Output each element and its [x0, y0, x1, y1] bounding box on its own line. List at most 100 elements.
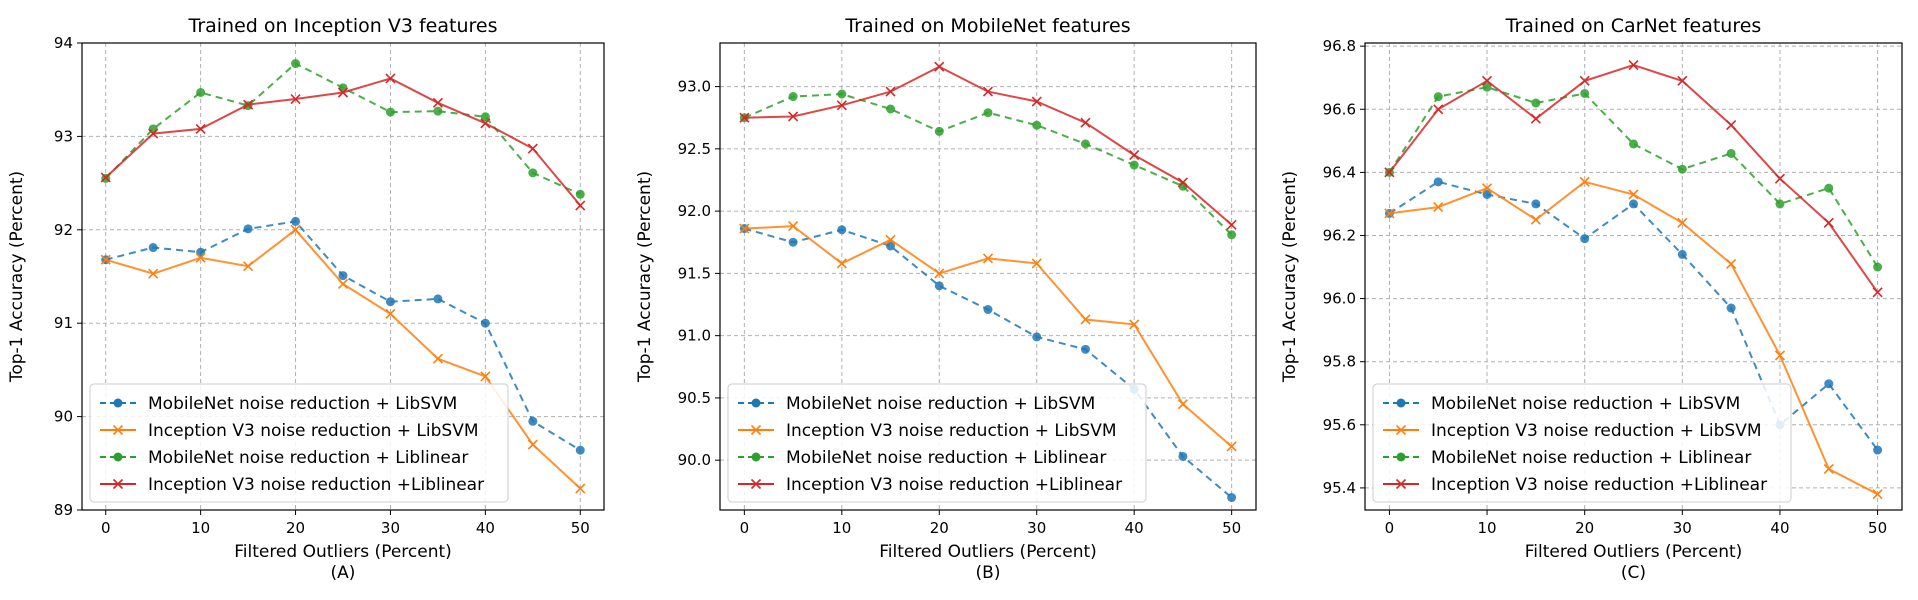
data-point	[885, 86, 896, 97]
data-point	[1177, 177, 1188, 188]
x-tick-label: 0	[1385, 519, 1395, 537]
data-point	[243, 261, 254, 272]
data-point	[788, 220, 799, 232]
y-tick-label: 95.6	[1323, 416, 1356, 434]
legend-label: Inception V3 noise reduction + LibSVM	[786, 421, 1117, 441]
data-point	[1433, 92, 1443, 102]
legend-label: Inception V3 noise reduction +Liblinear	[786, 475, 1122, 495]
x-tick-label: 0	[101, 519, 111, 537]
data-point	[1129, 319, 1140, 330]
y-tick-label: 95.4	[1323, 479, 1356, 497]
chart-panel-0: 0 10 20 30 40 50 89 90 91 92 93 94 Trained on Incept…	[7, 15, 605, 583]
legend-marker	[751, 452, 761, 462]
data-point	[1580, 234, 1590, 244]
data-point	[528, 168, 538, 178]
y-tick-label: 91.0	[678, 327, 711, 345]
y-axis-label: Top-1 Accuracy (Percent)	[7, 171, 27, 383]
x-tick-label: 10	[191, 519, 210, 537]
legend-label: Inception V3 noise reduction + LibSVM	[1431, 421, 1762, 441]
data-point	[1129, 150, 1140, 161]
data-point	[1775, 199, 1785, 209]
data-point	[527, 143, 538, 154]
data-point	[739, 223, 750, 234]
data-point	[480, 371, 491, 382]
data-point	[148, 268, 159, 279]
x-tick-label: 40	[1770, 519, 1789, 537]
y-tick-label: 96.6	[1323, 100, 1356, 118]
legend-marker	[1395, 478, 1407, 490]
data-point	[934, 281, 944, 291]
data-point	[1177, 399, 1188, 410]
data-point	[385, 107, 395, 117]
data-point	[385, 73, 396, 84]
data-point	[528, 416, 538, 426]
y-tick-label: 89	[54, 501, 73, 519]
data-point	[1080, 344, 1090, 354]
data-point	[575, 483, 586, 494]
plot-frame	[719, 42, 1257, 511]
data-point	[433, 106, 443, 116]
panel-sublabel: (A)	[331, 563, 356, 583]
y-tick-label: 92.0	[678, 202, 711, 220]
data-point	[1677, 164, 1687, 174]
legend-label: MobileNet noise reduction + Liblinear	[1431, 448, 1751, 468]
y-tick-label: 92	[54, 221, 73, 239]
data-point	[196, 88, 206, 98]
data-point	[1726, 119, 1737, 131]
panel-sublabel: (C)	[1621, 563, 1646, 583]
legend: MobileNet noise reduction + LibSVM Incept…	[1372, 383, 1792, 503]
data-point	[337, 278, 349, 290]
legend-marker	[1396, 398, 1406, 408]
y-tick-label: 91.5	[678, 264, 711, 282]
data-point	[1726, 148, 1736, 158]
data-point	[575, 189, 585, 199]
data-point	[337, 87, 349, 98]
legend-marker	[112, 478, 124, 490]
data-point	[1129, 160, 1139, 170]
data-point	[148, 124, 158, 134]
plot-frame	[81, 42, 605, 511]
legend-marker	[113, 452, 123, 462]
y-tick-label: 90.5	[678, 389, 711, 407]
legend-box	[727, 383, 1147, 503]
data-point	[1031, 96, 1042, 107]
series-line-3	[1388, 64, 1879, 293]
x-tick-label: 20	[286, 519, 305, 537]
legend-marker	[113, 398, 123, 408]
legend-label: Inception V3 noise reduction +Liblinear	[148, 475, 484, 495]
data-point	[575, 200, 586, 211]
legend-box	[89, 383, 509, 503]
data-point	[1872, 489, 1883, 500]
y-tick-label: 96.0	[1323, 290, 1356, 308]
data-point	[527, 439, 538, 450]
data-point	[1032, 120, 1042, 130]
data-point	[1774, 173, 1786, 184]
data-point	[1433, 104, 1444, 115]
data-point	[480, 112, 490, 122]
data-point	[1032, 332, 1042, 342]
chart-panel-1: 0 10 20 30 40 50 90.0 90.5 91.0 91.5 92.0 92.5 93.0 T…	[635, 15, 1257, 583]
y-axis-label: Top-1 Accuracy (Percent)	[1280, 171, 1300, 383]
data-point	[385, 308, 396, 319]
data-point	[1384, 167, 1395, 178]
data-point	[934, 268, 945, 279]
data-point	[739, 112, 750, 123]
data-point	[1677, 75, 1688, 86]
x-axis-label: Filtered Outliers (Percent)	[1525, 542, 1743, 562]
y-tick-label: 90.0	[678, 451, 711, 469]
data-point	[290, 93, 301, 105]
y-tick-label: 96.2	[1323, 226, 1356, 244]
data-point	[100, 254, 111, 265]
data-point	[243, 224, 253, 234]
x-tick-label: 50	[571, 519, 590, 537]
x-axis-label: Filtered Outliers (Percent)	[234, 542, 452, 562]
data-point	[982, 86, 994, 97]
data-point	[1531, 199, 1541, 209]
data-point	[1629, 139, 1638, 149]
y-tick-label: 91	[54, 314, 73, 332]
data-point	[195, 252, 206, 263]
data-point	[100, 172, 111, 183]
legend-marker	[751, 398, 761, 408]
legend-marker	[1396, 452, 1406, 462]
